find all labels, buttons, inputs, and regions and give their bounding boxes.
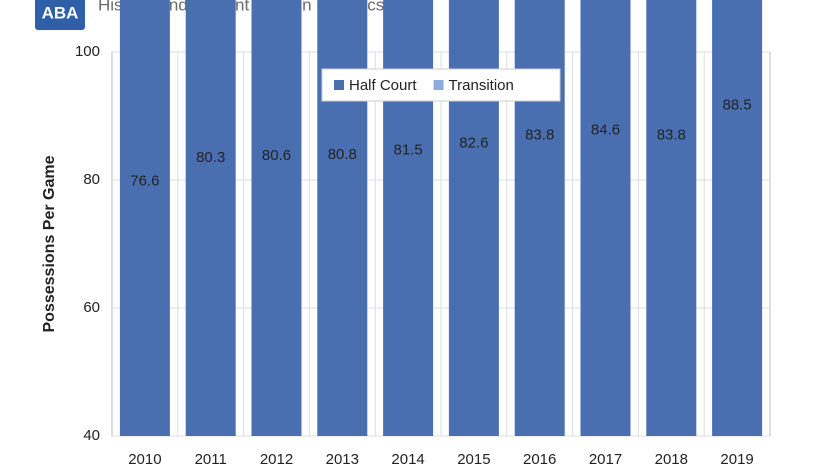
y-tick-label: 60 bbox=[83, 299, 100, 316]
bar-segment bbox=[383, 0, 434, 437]
x-tick-label: 2011 bbox=[195, 451, 227, 464]
total-label: 76.6 bbox=[130, 173, 159, 190]
total-label: 80.6 bbox=[262, 147, 291, 164]
total-label: 81.5 bbox=[393, 141, 422, 158]
y-tick-label: 100 bbox=[75, 43, 100, 60]
y-tick-label: 40 bbox=[83, 427, 100, 444]
bar-segment bbox=[646, 0, 697, 436]
x-tick-label: 2017 bbox=[589, 451, 622, 464]
x-tick-label: 2016 bbox=[523, 451, 556, 464]
x-tick-label: 2019 bbox=[720, 451, 753, 464]
x-tick-label: 2012 bbox=[260, 451, 293, 464]
total-label: 80.8 bbox=[328, 146, 357, 163]
y-axis-label: Possessions Per Game bbox=[41, 155, 58, 332]
bar-segment bbox=[514, 0, 565, 437]
bar-segment bbox=[580, 0, 631, 437]
y-tick-label: 80 bbox=[83, 171, 100, 188]
x-tick-label: 2015 bbox=[457, 451, 490, 464]
total-label: 82.6 bbox=[459, 134, 488, 151]
total-label: 83.8 bbox=[657, 127, 686, 144]
bar-segment bbox=[185, 0, 236, 436]
bar-segment bbox=[448, 0, 499, 437]
total-label: 84.6 bbox=[591, 122, 620, 139]
bar-segment bbox=[712, 0, 763, 436]
logo-box bbox=[35, 0, 85, 30]
legend-box bbox=[321, 68, 561, 102]
legend-label: Half Court bbox=[349, 77, 417, 94]
legend-swatch bbox=[433, 80, 444, 90]
bar-segment bbox=[119, 0, 170, 436]
x-tick-label: 2010 bbox=[128, 451, 161, 464]
bar-segment bbox=[317, 0, 368, 436]
total-label: 83.8 bbox=[525, 127, 554, 144]
x-tick-label: 2013 bbox=[326, 451, 359, 464]
x-tick-label: 2018 bbox=[655, 451, 688, 464]
logo: ABA bbox=[42, 3, 79, 22]
bar-segment bbox=[251, 0, 302, 436]
total-label: 80.3 bbox=[196, 149, 225, 166]
legend-swatch bbox=[334, 80, 344, 90]
legend-label: Transition bbox=[449, 77, 514, 94]
total-label: 88.5 bbox=[722, 97, 751, 114]
x-tick-label: 2014 bbox=[391, 451, 424, 464]
